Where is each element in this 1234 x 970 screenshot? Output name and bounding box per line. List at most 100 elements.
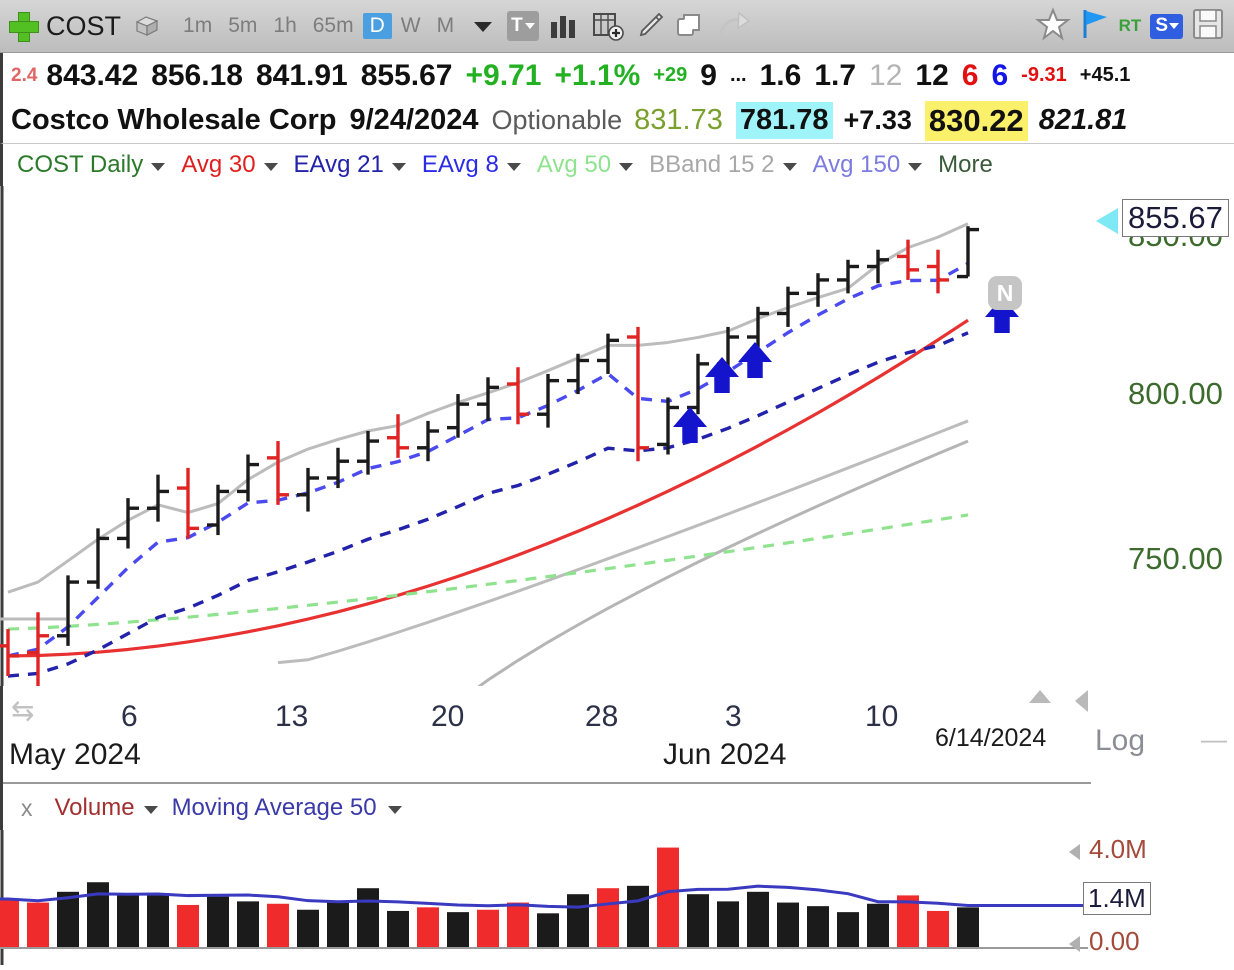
cube-icon[interactable] bbox=[133, 13, 161, 39]
date-tick-6: 6 bbox=[121, 700, 138, 733]
indicator-eavg-21-caret-icon[interactable] bbox=[391, 163, 406, 171]
axis-baseline bbox=[3, 782, 1091, 784]
add-indicator-icon[interactable] bbox=[591, 11, 625, 41]
volume-bar bbox=[27, 902, 49, 948]
indicator-avg-150[interactable]: Avg 150 bbox=[812, 151, 901, 178]
indicator-more-button[interactable]: More bbox=[938, 151, 993, 178]
add-icon[interactable] bbox=[8, 11, 39, 42]
quote-value-4: 1.7 bbox=[814, 58, 857, 92]
indicator-eavg-8-caret-icon[interactable] bbox=[506, 163, 521, 171]
volume-bar bbox=[237, 901, 259, 948]
volume-bar bbox=[627, 885, 649, 948]
s-menu-button[interactable]: S bbox=[1150, 13, 1183, 39]
avg-30-line bbox=[7, 318, 969, 658]
horizontal-resize-icon[interactable]: ⇆ bbox=[11, 695, 35, 726]
volume-bar bbox=[447, 912, 469, 948]
timeframe-w[interactable]: W bbox=[400, 14, 421, 37]
axis-settings-icon[interactable]: ― bbox=[1201, 724, 1227, 754]
volume-bar bbox=[867, 903, 889, 948]
indicator-avg-30-caret-icon[interactable] bbox=[263, 163, 278, 171]
quote-net: +29 bbox=[653, 64, 688, 86]
quote-date: 9/24/2024 bbox=[349, 104, 479, 136]
company-name: Costco Wholesale Corp bbox=[11, 104, 337, 136]
volume-ma-caret-icon[interactable] bbox=[387, 806, 402, 814]
save-icon[interactable] bbox=[1192, 7, 1224, 46]
text-tool-button[interactable]: T bbox=[507, 11, 539, 41]
timeframe-dropdown-icon[interactable] bbox=[474, 22, 493, 32]
date-tick-28: 28 bbox=[585, 700, 619, 733]
volume-current-value-tag[interactable]: 1.4M bbox=[1083, 882, 1151, 915]
volume-axis-pointer-top-icon bbox=[1069, 844, 1080, 860]
volume-close-button[interactable]: x bbox=[21, 794, 33, 821]
quote-change-percent: +1.1% bbox=[554, 58, 641, 92]
quote-value-8: 6 bbox=[991, 58, 1009, 92]
volume-bar bbox=[327, 902, 349, 948]
pencil-icon[interactable] bbox=[635, 11, 665, 41]
timeframe-5m[interactable]: 5m bbox=[228, 14, 258, 37]
copy-icon[interactable] bbox=[675, 11, 707, 41]
price-chart-panel[interactable]: 850.00 800.00 750.00 855.67 N bbox=[0, 186, 1234, 686]
volume-title[interactable]: Volume bbox=[54, 794, 135, 821]
optionable-label: Optionable bbox=[491, 105, 623, 135]
indicator-bband[interactable]: BBand 15 2 bbox=[649, 151, 775, 178]
indicator-cost-daily[interactable]: COST Daily bbox=[17, 151, 144, 178]
timeframe-65m[interactable]: 65m bbox=[312, 14, 354, 37]
avg-50-line bbox=[7, 513, 969, 631]
toolbar-right-group: RT S bbox=[1034, 6, 1226, 46]
scroll-left-icon[interactable] bbox=[1075, 690, 1088, 712]
volume-ma-title[interactable]: Moving Average 50 bbox=[171, 794, 377, 821]
realtime-label[interactable]: RT bbox=[1118, 16, 1142, 35]
volume-bar bbox=[747, 891, 769, 948]
scroll-up-icon[interactable] bbox=[1029, 690, 1051, 703]
quote-data-row: 2.4 843.42 856.18 841.91 855.67 +9.71 +1… bbox=[0, 53, 1234, 98]
volume-axis-label-4m: 4.0M bbox=[1089, 834, 1147, 864]
signal-arrow-up bbox=[673, 407, 707, 443]
indicator-eavg-21[interactable]: EAvg 21 bbox=[293, 151, 384, 178]
toolbar-left-group: COST 1m 5m 1h 65m D W M T bbox=[8, 11, 756, 42]
star-icon[interactable] bbox=[1034, 6, 1071, 46]
volume-bar bbox=[567, 894, 589, 948]
volume-bars-group bbox=[0, 847, 979, 948]
bars-icon[interactable] bbox=[549, 11, 581, 41]
news-marker-badge[interactable]: N bbox=[988, 276, 1022, 310]
volume-bar bbox=[87, 882, 109, 948]
volume-axis-pointer-bottom-icon bbox=[1069, 936, 1080, 952]
timeframe-m[interactable]: M bbox=[436, 14, 455, 37]
s-menu-label: S bbox=[1155, 14, 1168, 36]
indicator-eavg-8[interactable]: EAvg 8 bbox=[421, 151, 499, 178]
axis-right-date: 6/14/2024 bbox=[935, 724, 1047, 752]
timeframe-1m[interactable]: 1m bbox=[183, 14, 213, 37]
indicator-avg-30[interactable]: Avg 30 bbox=[181, 151, 256, 178]
info-value-2-highlighted: 781.78 bbox=[735, 102, 833, 139]
volume-axis: 4.0M 1.4M 0.00 bbox=[1059, 830, 1234, 970]
timeframe-d[interactable]: D bbox=[362, 13, 392, 39]
quote-value-2: ... bbox=[729, 64, 747, 86]
quote-change: +9.71 bbox=[465, 58, 542, 92]
timeframe-1h[interactable]: 1h bbox=[273, 14, 297, 37]
quote-value-7: 6 bbox=[961, 58, 979, 92]
indicator-avg-150-caret-icon[interactable] bbox=[908, 163, 923, 171]
indicator-cost-daily-caret-icon[interactable] bbox=[151, 163, 166, 171]
info-value-4-highlighted: 830.22 bbox=[924, 100, 1028, 141]
indicator-bband-caret-icon[interactable] bbox=[782, 163, 797, 171]
indicator-legend-bar: COST Daily Avg 30 EAvg 21 EAvg 8 Avg 50 … bbox=[0, 144, 1234, 186]
quote-value-1: 9 bbox=[700, 58, 717, 92]
flag-icon[interactable] bbox=[1080, 7, 1110, 46]
volume-bar bbox=[357, 888, 379, 948]
quote-value-6: 12 bbox=[915, 58, 949, 92]
indicator-avg-50[interactable]: Avg 50 bbox=[536, 151, 612, 178]
avg-50-path bbox=[7, 513, 969, 631]
volume-caret-icon[interactable] bbox=[143, 806, 158, 814]
indicator-avg-50-caret-icon[interactable] bbox=[619, 163, 634, 171]
quote-value-5: 12 bbox=[869, 58, 903, 92]
date-axis: ⇆ 6 13 20 28 3 10 May 2024 Jun 2024 6/14… bbox=[0, 686, 1234, 786]
price-chart-canvas[interactable] bbox=[0, 186, 1234, 686]
volume-bar bbox=[777, 902, 799, 948]
symbol-label[interactable]: COST bbox=[46, 10, 122, 41]
log-scale-toggle[interactable]: Log bbox=[1095, 724, 1146, 757]
volume-chart-canvas[interactable] bbox=[0, 830, 1234, 965]
share-arrow-icon[interactable] bbox=[717, 11, 751, 41]
volume-chart-panel[interactable]: 4.0M 1.4M 0.00 bbox=[0, 830, 1234, 970]
quote-high: 856.18 bbox=[151, 58, 243, 92]
